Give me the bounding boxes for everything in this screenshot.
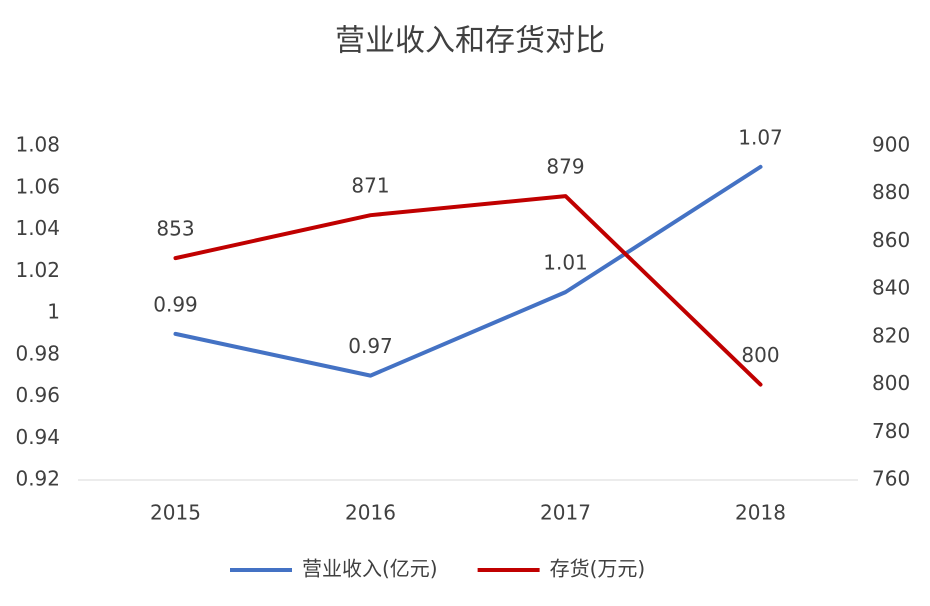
y2-tick-label: 840	[872, 276, 910, 300]
y-tick-label: 0.92	[15, 467, 60, 491]
series-line	[173, 194, 763, 387]
data-label: 879	[546, 155, 584, 179]
data-label: 871	[351, 174, 389, 198]
x-tick-label: 2016	[345, 501, 396, 525]
y2-tick-label: 780	[872, 419, 910, 443]
y2-tick-label: 900	[872, 133, 910, 157]
y-tick-label: 1.06	[15, 174, 60, 198]
series-line	[173, 164, 763, 378]
data-label: 1.07	[738, 125, 783, 149]
y2-tick-label: 800	[872, 371, 910, 395]
y2-tick-label: 760	[872, 467, 910, 491]
x-tick-label: 2015	[150, 501, 201, 525]
y-tick-label: 1.02	[15, 258, 60, 282]
y2-tick-label: 860	[872, 228, 910, 252]
x-tick-label: 2018	[735, 501, 786, 525]
data-label: 0.97	[348, 334, 393, 358]
y-tick-label: 0.94	[15, 425, 60, 449]
chart-title: 营业收入和存货对比	[335, 24, 605, 59]
data-label: 0.99	[153, 292, 198, 316]
legend-label: 存货(万元)	[550, 557, 646, 581]
data-label: 1.01	[543, 251, 588, 275]
y2-tick-label: 880	[872, 180, 910, 204]
y-tick-label: 0.98	[15, 341, 60, 365]
y-tick-label: 1.04	[15, 216, 60, 240]
data-label: 800	[741, 343, 779, 367]
legend-label: 营业收入(亿元)	[302, 557, 438, 581]
y-tick-label: 0.96	[15, 383, 60, 407]
data-label: 853	[156, 217, 194, 241]
y-tick-label: 1.08	[15, 133, 60, 157]
y2-tick-label: 820	[872, 323, 910, 347]
y-tick-label: 1	[47, 300, 60, 324]
x-tick-label: 2017	[540, 501, 591, 525]
